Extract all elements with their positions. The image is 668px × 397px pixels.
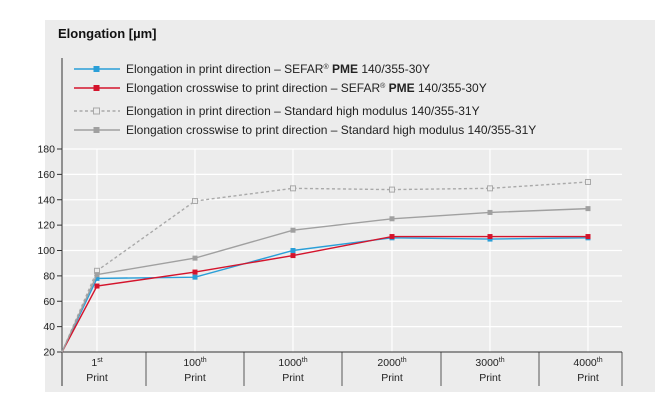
x-tick-label: 4000th bbox=[573, 357, 602, 369]
y-tick-label: 60 bbox=[43, 296, 55, 308]
y-tick-label: 180 bbox=[37, 144, 55, 156]
chart-legend: Elongation in print direction – SEFAR® P… bbox=[74, 62, 536, 137]
data-point bbox=[487, 234, 493, 240]
data-point bbox=[94, 283, 100, 289]
data-point bbox=[487, 185, 493, 192]
x-tick-label: 2000th bbox=[377, 357, 406, 369]
legend-label: Elongation crosswise to print direction … bbox=[126, 81, 487, 95]
x-tick-label: 3000th bbox=[475, 357, 504, 369]
legend-label: Elongation crosswise to print direction … bbox=[126, 123, 536, 137]
y-tick-label: 140 bbox=[37, 194, 55, 206]
data-point bbox=[389, 216, 395, 222]
data-point bbox=[585, 206, 591, 212]
data-point bbox=[389, 234, 395, 240]
chart-title: Elongation [µm] bbox=[58, 26, 156, 41]
data-point bbox=[389, 186, 395, 193]
y-tick-label: 120 bbox=[37, 220, 55, 232]
data-point bbox=[192, 269, 198, 275]
data-point bbox=[585, 234, 591, 240]
y-tick-label: 100 bbox=[37, 245, 55, 257]
data-point bbox=[290, 185, 296, 192]
x-tick-label: 100th bbox=[183, 357, 206, 369]
y-tick-label: 20 bbox=[43, 347, 55, 359]
y-tick-label: 80 bbox=[43, 270, 55, 282]
y-axis-ticks: 20 40 60 80 100 120 140 160 180 bbox=[37, 144, 62, 359]
x-tick-label: 1000th bbox=[278, 357, 307, 369]
x-tick-label: 1st bbox=[91, 357, 102, 369]
data-point bbox=[94, 275, 100, 281]
data-point bbox=[290, 253, 296, 259]
series-line-1 bbox=[61, 237, 589, 353]
y-tick-label: 40 bbox=[43, 321, 55, 333]
x-tick-label-print: Print bbox=[577, 372, 599, 384]
legend-swatch-marker bbox=[93, 107, 100, 115]
chart-series bbox=[61, 178, 591, 353]
data-point bbox=[192, 274, 198, 280]
data-point bbox=[487, 236, 493, 242]
chart-grid bbox=[62, 148, 622, 352]
legend-label: Elongation in print direction – SEFAR® P… bbox=[126, 62, 430, 76]
legend-swatch-marker bbox=[93, 66, 100, 72]
x-tick-label-print: Print bbox=[86, 372, 108, 384]
data-point bbox=[290, 248, 296, 253]
x-tick-label-print: Print bbox=[479, 372, 501, 384]
data-point bbox=[94, 272, 100, 278]
x-tick-label-print: Print bbox=[282, 372, 304, 384]
x-tick-label-print: Print bbox=[381, 372, 403, 384]
data-point bbox=[192, 255, 198, 261]
legend-swatch-marker bbox=[93, 127, 100, 133]
x-axis-ticks: 1st Print 100th Print 1000th Print 2000th Print… bbox=[86, 357, 602, 384]
chart-axes bbox=[61, 58, 623, 386]
x-tick-label-print: Print bbox=[184, 372, 206, 384]
legend-swatch-marker bbox=[93, 85, 100, 91]
legend-label: Elongation in print direction – Standard… bbox=[126, 104, 480, 118]
data-point bbox=[290, 227, 296, 233]
data-point bbox=[585, 178, 591, 185]
data-point bbox=[487, 209, 493, 215]
series-line-2 bbox=[61, 235, 588, 353]
y-tick-label: 160 bbox=[37, 169, 55, 181]
data-point bbox=[192, 198, 198, 205]
chart-panel bbox=[45, 20, 655, 392]
